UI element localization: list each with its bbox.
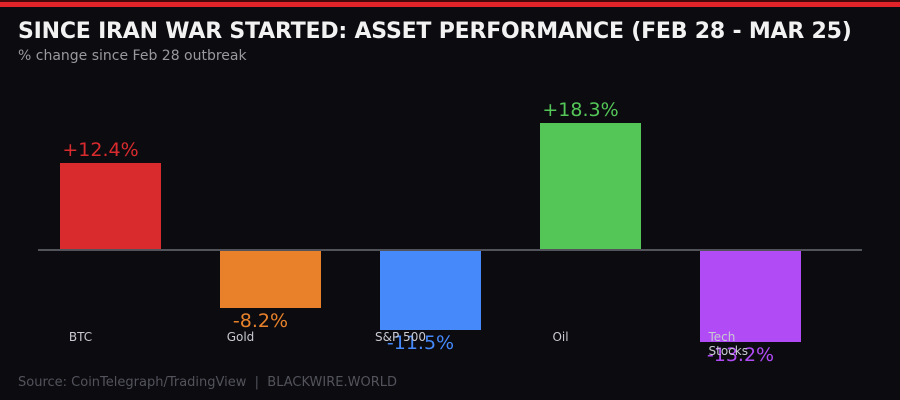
tick-label-tech-stocks: Tech Stocks <box>708 330 748 358</box>
zero-baseline <box>38 249 862 251</box>
chart-title: SINCE IRAN WAR STARTED: ASSET PERFORMANC… <box>18 19 852 44</box>
value-label-oil: +18.3% <box>542 99 619 121</box>
bar-gold <box>220 251 321 308</box>
value-label-tech-stocks: -13.2% <box>706 344 775 366</box>
value-label-s-p-500: -11.5% <box>386 332 455 354</box>
value-label-btc: +12.4% <box>62 139 139 161</box>
tick-label-gold: Gold <box>226 330 255 344</box>
tick-label-s-p-500: S&P 500 <box>375 330 426 344</box>
source-attribution: Source: CoinTelegraph/TradingView | BLAC… <box>18 375 397 390</box>
tick-label-btc: BTC <box>68 330 93 344</box>
bar-tech-stocks <box>700 251 801 342</box>
top-accent-bar <box>0 0 900 7</box>
value-label-gold: -8.2% <box>232 310 289 332</box>
bar-oil <box>540 123 641 249</box>
bar-btc <box>60 163 161 249</box>
tick-label-oil: Oil <box>552 330 569 344</box>
bar-s-p-500 <box>380 251 481 330</box>
chart-subtitle: % change since Feb 28 outbreak <box>18 48 247 64</box>
